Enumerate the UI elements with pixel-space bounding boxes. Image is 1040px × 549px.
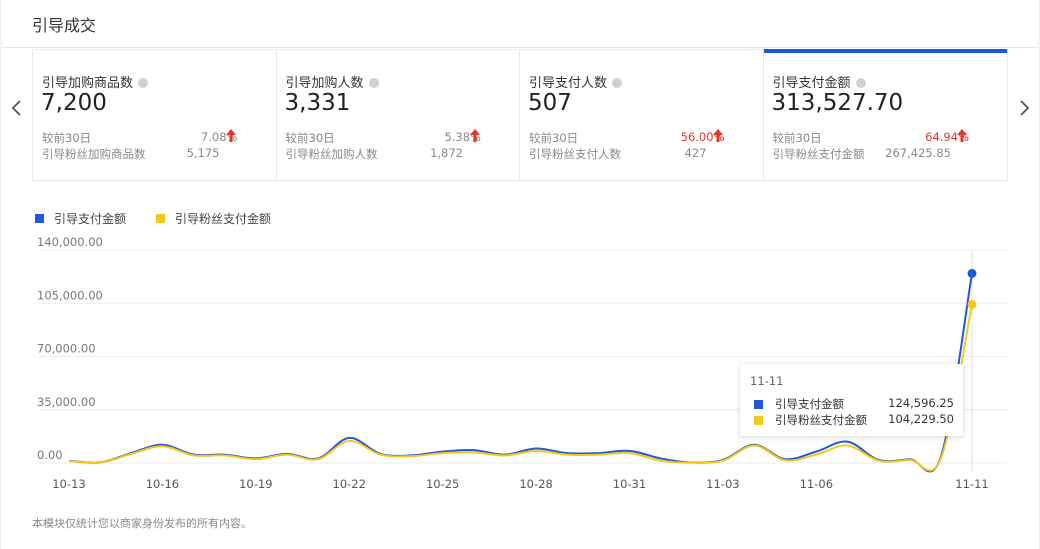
metric-card-add-to-cart-users[interactable]: 引导加购人数 3,331 较前30日 5.38% 引导粉丝加购人数 1,872 [277,50,520,180]
footnote: 本模块仅统计您以商家身份发布的所有内容。 [32,517,252,530]
legend-item-fan-payment-amount[interactable]: 引导粉丝支付金额 [156,210,271,227]
arrow-up-icon [226,129,236,142]
x-tick-label: 10-28 [519,477,552,491]
x-tick-label: 10-25 [426,477,459,491]
info-icon[interactable] [612,78,623,88]
metric-value: 313,527.70 [771,90,904,116]
legend-item-payment-amount[interactable]: 引导支付金额 [35,210,126,227]
metric-label: 引导加购人数 [285,76,364,91]
x-tick-label: 10-19 [239,477,272,491]
line-chart[interactable]: 140,000.00 105,000.00 70,000.00 35,000.00 0.… [2,230,1038,500]
y-tick-label: 105,000.00 [37,288,103,302]
x-tick-label: 10-22 [333,477,366,491]
arrow-up-icon [956,129,967,142]
info-icon[interactable] [368,78,379,88]
panel-header: 引导成交 [2,0,1038,48]
chevron-right-icon[interactable] [1017,98,1031,118]
metric-cards: 引导加购商品数 7,200 较前30日 7.08% 引导粉丝加购商品数 5,17… [32,49,1008,181]
fan-metric-label: 引导粉丝支付金额 [772,147,865,161]
compare-value: 56.00% [680,130,725,144]
metric-label: 引导支付金额 [772,76,851,91]
tooltip-swatch [754,400,763,409]
fan-metric-label: 引导粉丝加购人数 [285,147,378,161]
legend-swatch [35,214,44,223]
panel-title: 引导成交 [32,16,97,35]
arrow-up-icon [469,129,480,142]
metric-card-paying-users[interactable]: 引导支付人数 507 较前30日 56.00% 引导粉丝支付人数 427 [520,50,764,180]
tooltip-series-name: 引导粉丝支付金额 [775,413,867,427]
fan-metric-value: 427 [684,146,707,160]
info-icon[interactable] [855,78,866,88]
legend-label: 引导支付金额 [54,212,127,226]
series-point-1 [967,268,977,278]
x-tick-label: 11-11 [955,477,988,491]
tooltip-series-value: 104,229.50 [888,412,954,426]
y-tick-label: 70,000.00 [37,342,96,356]
metric-label: 引导加购商品数 [42,76,134,91]
legend-label: 引导粉丝支付金额 [175,212,272,226]
x-tick-label: 11-03 [706,477,739,491]
fan-metric-value: 1,872 [430,146,463,160]
compare-label: 较前30日 [42,131,92,145]
chevron-left-icon[interactable] [10,98,24,118]
fan-metric-label: 引导粉丝支付人数 [529,147,621,161]
x-tick-label: 10-31 [613,477,646,491]
y-tick-label: 140,000.00 [37,235,103,249]
series-point-2 [967,299,977,309]
chart-legend: 引导支付金额 引导粉丝支付金额 [35,210,301,227]
series-line-2 [68,304,973,472]
x-tick-label: 11-06 [800,477,833,491]
tooltip-series-value: 124,596.25 [888,396,954,410]
fan-metric-value: 5,175 [186,146,220,160]
tooltip-series-name: 引导支付金额 [775,397,844,411]
arrow-up-icon [713,129,723,142]
x-tick-label: 10-13 [52,477,85,491]
y-tick-label: 35,000.00 [37,395,96,409]
x-tick-label: 10-16 [146,477,179,491]
fan-metric-label: 引导粉丝加购商品数 [42,147,146,161]
metric-card-add-to-cart-items[interactable]: 引导加购商品数 7,200 较前30日 7.08% 引导粉丝加购商品数 5,17… [33,50,277,180]
metric-value: 3,331 [284,90,351,116]
compare-label: 较前30日 [529,131,579,145]
legend-swatch [156,214,166,223]
tooltip-swatch [754,416,763,425]
metric-label: 引导支付人数 [529,76,608,91]
chart-tooltip: 11-11 引导支付金额 124,596.25 引导粉丝支付金额 104,229… [740,364,963,436]
compare-label: 较前30日 [772,131,822,145]
info-icon[interactable] [138,78,149,88]
tooltip-date: 11-11 [750,374,784,388]
metric-value: 7,200 [41,90,107,116]
metric-value: 507 [528,90,572,116]
fan-metric-value: 267,425.85 [885,146,951,160]
metric-card-payment-amount[interactable]: 引导支付金额 313,527.70 较前30日 64.94% 引导粉丝支付金额 … [763,49,1007,180]
y-tick-label: 0.00 [37,448,63,462]
compare-label: 较前30日 [285,131,335,145]
